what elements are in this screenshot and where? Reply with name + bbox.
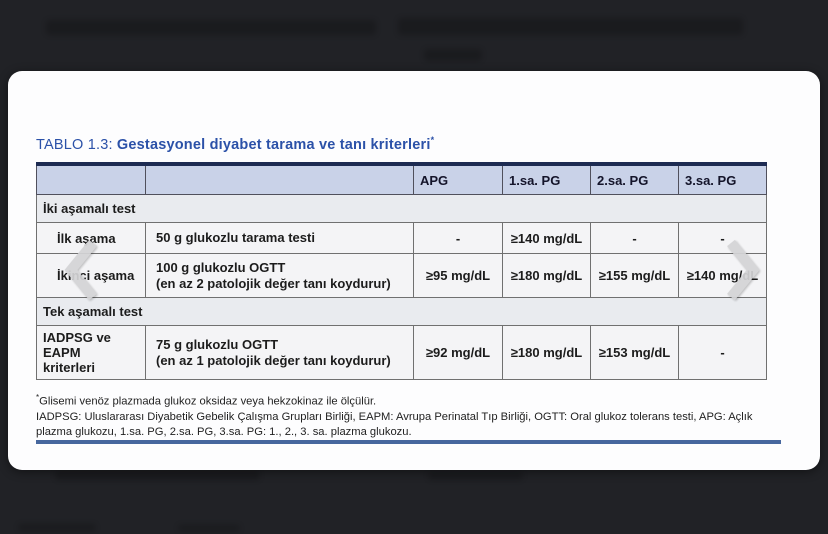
ghost-text <box>55 471 260 480</box>
content-card: TABLO 1.3: Gestasyonel diyabet tarama ve… <box>8 71 820 470</box>
value-cell-apg: - <box>413 222 503 254</box>
value-cell-3sa: - <box>678 222 767 254</box>
section-row-one-step: Tek aşamalı test <box>36 297 767 326</box>
table-title: TABLO 1.3: Gestasyonel diyabet tarama ve… <box>36 135 434 153</box>
row-label: IADPSG ve EAPM kriterleri <box>36 325 146 380</box>
footnote-line-2: IADPSG: Uluslararası Diyabetik Gebelik Ç… <box>36 410 753 438</box>
prev-button[interactable] <box>58 238 104 304</box>
test-name: 50 g glukozlu tarama testi <box>156 230 315 245</box>
section-row-two-step: İki aşamalı test <box>36 194 767 223</box>
ghost-text <box>178 525 240 531</box>
test-name: 75 g glukozlu OGTT <box>156 336 279 352</box>
table-row: IADPSG ve EAPM kriterleri 75 g glukozlu … <box>36 325 767 380</box>
section-label: İki aşamalı test <box>36 194 767 223</box>
header-cell-3sa-pg: 3.sa. PG <box>678 162 767 195</box>
test-cell: 100 g glukozlu OGTT (en az 2 patolojik d… <box>145 253 414 298</box>
footnote-superscript: * <box>36 393 40 402</box>
value-cell-1sa: ≥180 mg/dL <box>502 253 591 298</box>
value-cell-apg: ≥92 mg/dL <box>413 325 503 380</box>
section-label: Tek aşamalı test <box>36 297 767 326</box>
value-cell-2sa: ≥153 mg/dL <box>590 325 679 380</box>
criteria-table: APG 1.sa. PG 2.sa. PG 3.sa. PG İki aşama… <box>36 162 767 380</box>
chevron-left-icon <box>59 239 103 305</box>
test-note: (en az 1 patolojik değer tanı koydurur) <box>156 352 391 368</box>
ghost-text <box>428 472 523 480</box>
next-button[interactable] <box>720 238 766 304</box>
header-cell-2sa-pg: 2.sa. PG <box>590 162 679 195</box>
ghost-text <box>46 20 376 35</box>
table-title-main: Gestasyonel diyabet tarama ve tanı krite… <box>116 136 431 153</box>
footnote-line-1: *Glisemi venöz plazmada glukoz oksidaz v… <box>36 390 784 410</box>
value-cell-1sa: ≥140 mg/dL <box>502 222 591 254</box>
value-cell-3sa: - <box>678 325 767 380</box>
value-cell-1sa: ≥180 mg/dL <box>502 325 591 380</box>
header-cell-empty <box>36 162 146 195</box>
table-row: İkinci aşama 100 g glukozlu OGTT (en az … <box>36 253 767 298</box>
header-cell-apg: APG <box>413 162 503 195</box>
header-cell-1sa-pg: 1.sa. PG <box>502 162 591 195</box>
header-row: APG 1.sa. PG 2.sa. PG 3.sa. PG <box>36 162 767 195</box>
test-note: (en az 2 patolojik değer tanı koydurur) <box>156 275 391 291</box>
table-title-superscript: * <box>430 135 435 145</box>
table-row: İlk aşama 50 g glukozlu tarama testi - ≥… <box>36 222 767 254</box>
header-cell-empty <box>145 162 414 195</box>
footnote-text-1: Glisemi venöz plazmada glukoz oksidaz ve… <box>39 395 377 408</box>
ghost-text <box>398 18 743 35</box>
ghost-text <box>18 524 96 531</box>
test-name: 100 g glukozlu OGTT <box>156 259 286 275</box>
footnotes: *Glisemi venöz plazmada glukoz oksidaz v… <box>36 390 784 440</box>
test-cell: 75 g glukozlu OGTT (en az 1 patolojik de… <box>145 325 414 380</box>
value-cell-apg: ≥95 mg/dL <box>413 253 503 298</box>
test-cell: 50 g glukozlu tarama testi <box>145 222 414 254</box>
bottom-accent-bar <box>36 440 781 444</box>
ghost-text <box>424 49 482 61</box>
value-cell-2sa: - <box>590 222 679 254</box>
value-cell-2sa: ≥155 mg/dL <box>590 253 679 298</box>
table-title-prefix: TABLO 1.3: <box>36 136 117 153</box>
chevron-right-icon <box>721 239 765 305</box>
